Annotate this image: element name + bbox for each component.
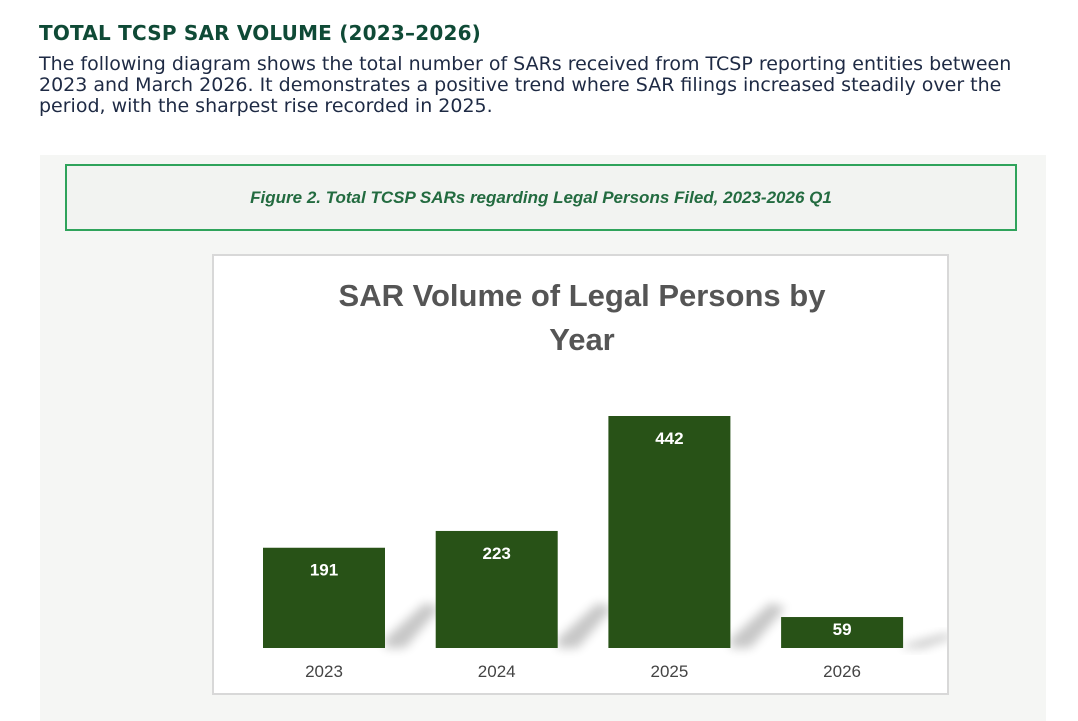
figure-caption: Figure 2. Total TCSP SARs regarding Lega… [250,188,832,207]
bar-shadow-2026 [903,634,947,648]
data-label-2026: 59 [833,620,852,639]
section-heading: TOTAL TCSP SAR VOLUME (2023–2026) [39,21,482,45]
x-tick-2023: 2023 [305,662,343,681]
data-label-2025: 442 [655,429,683,448]
x-tick-2025: 2025 [650,662,688,681]
bar-2025 [608,416,731,648]
x-axis-tick-labels: 2023 2024 2025 2026 [305,662,861,681]
bar-shadows [385,603,947,648]
chart-title-line-1: SAR Volume of Legal Persons by [339,278,827,313]
bar-chart: SAR Volume of Legal Persons by Year 191 2… [263,278,947,681]
bar-2023 [263,547,385,648]
data-label-2023: 191 [310,561,338,580]
chart-title-line-2: Year [549,322,615,357]
bar-shadow-2025 [730,603,786,648]
x-tick-2024: 2024 [478,662,516,681]
chart-frame: SAR Volume of Legal Persons by Year 191 2… [212,254,949,695]
data-labels: 191 223 442 59 [310,429,852,639]
bar-shadow-2023 [385,603,440,648]
bar-2024 [435,530,558,648]
section-paragraph: The following diagram shows the total nu… [39,53,1012,117]
bar-shadow-2024 [557,603,613,648]
bars [263,416,904,648]
figure-caption-box: Figure 2. Total TCSP SARs regarding Lega… [65,164,1017,231]
x-tick-2026: 2026 [823,662,861,681]
data-label-2024: 223 [483,544,511,563]
bar-2026 [781,617,904,648]
